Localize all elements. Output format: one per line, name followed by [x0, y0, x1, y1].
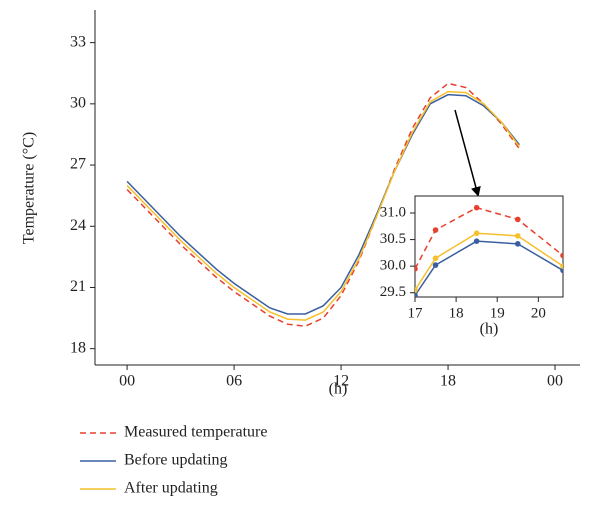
x-tick-label: 19 — [490, 305, 505, 321]
line-series — [126, 82, 520, 328]
arrow — [454, 109, 481, 197]
point — [415, 287, 418, 293]
point — [415, 292, 418, 297]
x-tick-label: 12 — [333, 373, 349, 390]
x-tick-label: 18 — [449, 305, 464, 321]
point — [560, 263, 563, 269]
plot — [415, 204, 563, 297]
y-tick-label: 33 — [70, 33, 86, 50]
inset-frame — [414, 195, 564, 298]
point — [432, 262, 439, 268]
line-series — [126, 93, 520, 315]
point — [432, 227, 439, 233]
x-tick-label: 00 — [119, 373, 135, 390]
point — [415, 266, 418, 272]
y-axis-label: Temperature (°C) — [21, 132, 38, 244]
x-axis-label: (h) — [329, 381, 348, 398]
line-series — [126, 90, 520, 321]
y-tick-label: 24 — [70, 217, 86, 234]
point — [432, 255, 439, 261]
point — [514, 233, 521, 239]
x-tick-label: 17 — [408, 305, 424, 321]
y-tick-label: 21 — [70, 278, 86, 295]
x-tick-label: 18 — [440, 373, 456, 390]
y-tick-label: 30 — [70, 95, 86, 112]
point — [560, 267, 563, 274]
legend-label: After updating — [124, 480, 218, 497]
x-tick-label: 06 — [226, 373, 242, 390]
y-tick-label: 30.5 — [380, 231, 406, 247]
legend-label: Measured temperature — [124, 424, 267, 441]
y-tick-label: 29.5 — [380, 284, 406, 300]
y-tick-label: 18 — [70, 339, 86, 356]
x-tick-label: 20 — [531, 305, 546, 321]
point — [473, 230, 480, 237]
point — [473, 204, 480, 211]
inset-x-axis-label: (h) — [480, 321, 499, 338]
y-tick-label: 30.0 — [380, 258, 406, 274]
point — [473, 238, 480, 244]
point — [514, 241, 521, 247]
point — [560, 252, 563, 259]
y-tick-label: 27 — [70, 156, 86, 173]
y-tick-label: 31.0 — [380, 204, 406, 220]
plot — [126, 82, 520, 328]
point — [514, 216, 521, 223]
legend-label: Before updating — [124, 452, 228, 469]
x-tick-label: 00 — [547, 373, 563, 390]
